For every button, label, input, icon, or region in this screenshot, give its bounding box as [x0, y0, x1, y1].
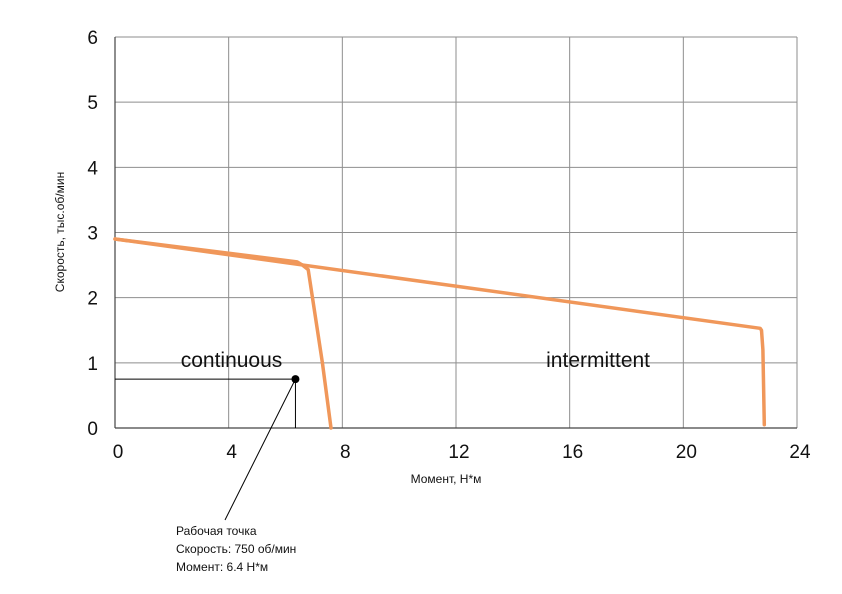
y-tick-label: 1: [87, 354, 98, 375]
x-tick-label: 20: [676, 442, 697, 463]
series: continuous intermittent: [113, 237, 767, 430]
x-tick-label: 12: [448, 442, 469, 463]
x-tick-label: 4: [226, 442, 237, 463]
note-speed: Скорость: 750 об/мин: [176, 542, 296, 556]
x-tick-label: 16: [562, 442, 583, 463]
y-tick-label: 5: [87, 93, 98, 114]
operating-point-marker: [291, 375, 300, 384]
region-label-intermittent: intermittent: [546, 349, 650, 372]
x-tick-label: 8: [340, 442, 351, 463]
y-tick-label: 0: [87, 419, 98, 440]
intermittent-limit-line: [113, 237, 767, 427]
x-tick-label: 0: [113, 442, 124, 463]
operating-point-group: [115, 375, 300, 521]
y-tick-label: 6: [87, 28, 98, 49]
continuous-limit-line: [113, 237, 333, 430]
note-title: Рабочая точка: [176, 524, 257, 538]
x-axis-title: Момент, Н*м: [411, 472, 482, 486]
y-tick-label: 2: [87, 289, 98, 310]
note-torque: Момент: 6.4 Н*м: [176, 560, 268, 574]
grid: [114, 36, 798, 429]
region-label-continuous: continuous: [181, 349, 283, 372]
y-tick-label: 4: [87, 158, 98, 179]
y-axis-title: Скорость, тыс.об/мин: [53, 172, 67, 292]
y-tick-label: 3: [87, 224, 98, 245]
x-tick-label: 24: [789, 442, 811, 463]
operating-point-leader: [224, 378, 296, 521]
operating-point-note: Рабочая точка Скорость: 750 об/мин Момен…: [176, 524, 296, 574]
